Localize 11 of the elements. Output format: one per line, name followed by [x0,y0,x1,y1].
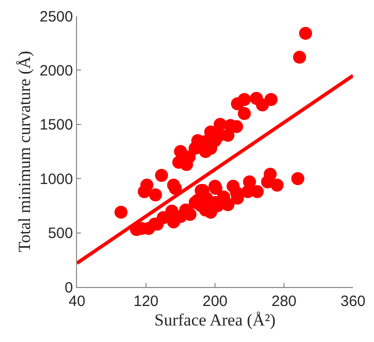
x-tick-label: 360 [340,293,366,310]
x-tick-label: 280 [271,293,297,310]
x-tick-label: 120 [133,293,159,310]
x-tick-label: 200 [202,293,228,310]
y-tick-label: 2500 [40,8,73,26]
y-tick-label: 1500 [40,116,73,134]
y-tick-label: 500 [48,225,73,242]
y-axis-title: Total minimum curvature (Å) [15,50,34,252]
y-tick-label: 2000 [40,62,73,80]
x-axis-title: Surface Area (Å²) [154,310,276,330]
y-tick-label: 1000 [40,170,73,188]
